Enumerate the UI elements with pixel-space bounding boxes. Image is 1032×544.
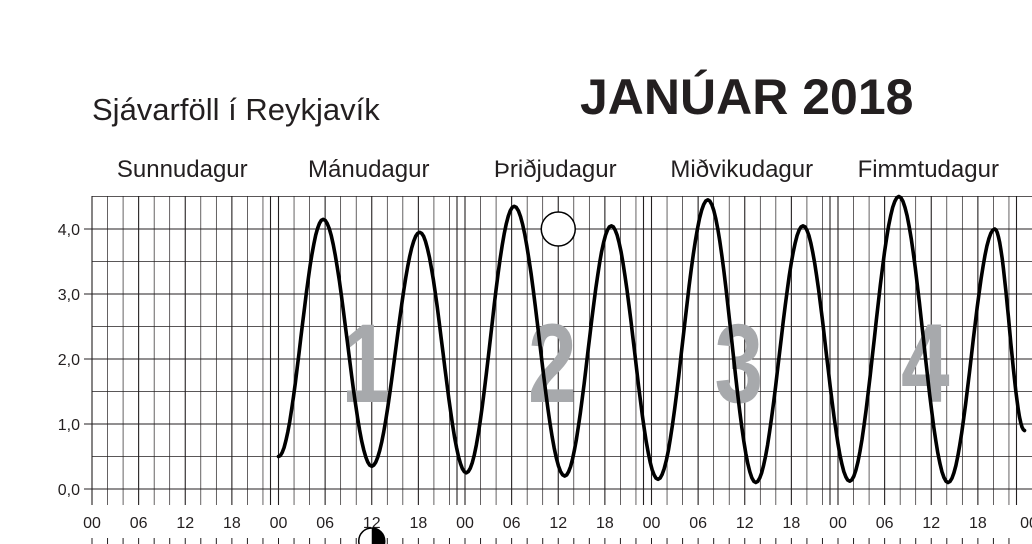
last-quarter-moon-icon xyxy=(358,527,386,544)
day-name-label: Sunnudagur xyxy=(117,156,248,183)
hour-tick-label: 18 xyxy=(969,515,987,532)
chart-subtitle: Sjávarföll í Reykjavík xyxy=(92,92,380,127)
hour-tick-label: 12 xyxy=(363,515,381,532)
moon-phases xyxy=(358,211,576,544)
hour-tick-label: 18 xyxy=(782,515,800,532)
y-tick-label: 0,0 xyxy=(58,482,80,499)
day-name-label: Fimmtudagur xyxy=(858,156,999,183)
grid xyxy=(91,196,1032,505)
y-tick-label: 2,0 xyxy=(58,352,80,369)
hour-tick-label: 00 xyxy=(643,515,661,532)
hour-tick-label: 12 xyxy=(736,515,754,532)
chart-title: JANÚAR 2018 xyxy=(580,69,914,125)
hour-tick-label: 18 xyxy=(409,515,427,532)
day-name-label: Miðvikudagur xyxy=(670,156,813,183)
hour-tick-label: 06 xyxy=(503,515,521,532)
hour-tick-label: 00 xyxy=(1020,515,1032,532)
hour-tick-label: 18 xyxy=(223,515,241,532)
hour-tick-label: 06 xyxy=(876,515,894,532)
full-moon-icon xyxy=(540,211,576,247)
axes: 0,0 1,0 2,0 3,0 4,0 00 06 12 18 00 06 12 18 00 06 12 18 0… xyxy=(58,222,1032,544)
hour-tick-label: 00 xyxy=(83,515,101,532)
hour-tick-label: 00 xyxy=(456,515,474,532)
hour-tick-label: 06 xyxy=(316,515,334,532)
hour-tick-label: 18 xyxy=(596,515,614,532)
hour-tick-label: 00 xyxy=(829,515,847,532)
day-name-label: Þriðjudagur xyxy=(494,156,617,183)
hour-tick-label: 12 xyxy=(922,515,940,532)
tide-series-line xyxy=(276,194,1027,485)
hour-tick-label: 06 xyxy=(130,515,148,532)
hour-tick-label: 06 xyxy=(689,515,707,532)
labels: Sunnudagur Mánudagur Þriðjudagur Miðvikudag… xyxy=(117,156,999,183)
hour-tick-label: 00 xyxy=(270,515,288,532)
y-tick-label: 4,0 xyxy=(58,222,80,239)
y-tick-label: 1,0 xyxy=(58,417,80,434)
tide-line xyxy=(276,194,1027,485)
day-name-label: Mánudagur xyxy=(308,156,429,183)
hour-tick-label: 12 xyxy=(549,515,567,532)
hour-tick-label: 12 xyxy=(176,515,194,532)
y-tick-label: 3,0 xyxy=(58,287,80,304)
